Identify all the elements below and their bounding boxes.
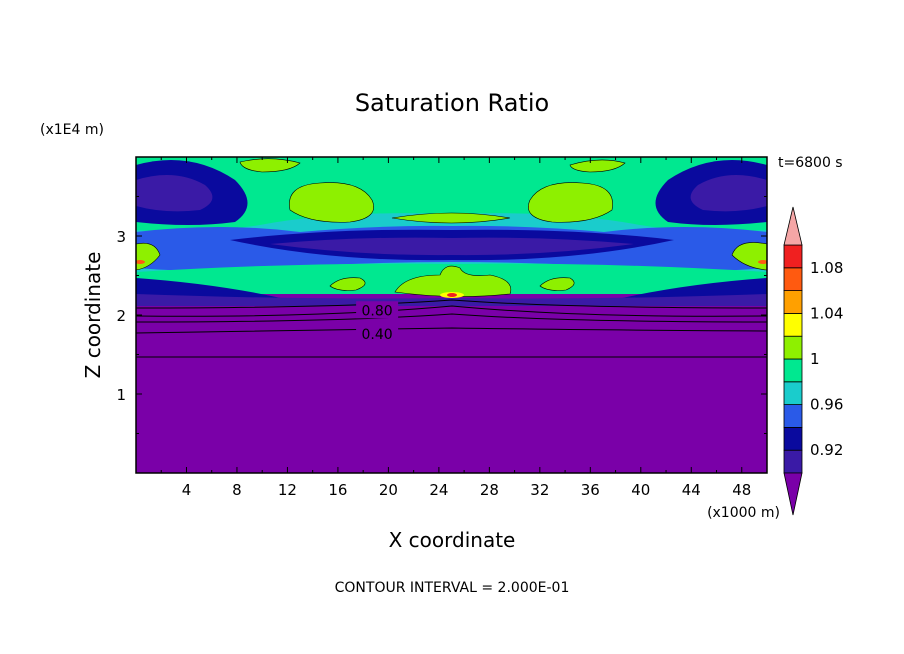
colorbar-segment bbox=[783, 449, 803, 474]
x-tick-label: 32 bbox=[530, 481, 549, 499]
subsaturated-region bbox=[136, 305, 767, 473]
colorbar-under-arrow bbox=[783, 472, 803, 516]
colorbar-segment bbox=[783, 290, 803, 314]
pocket-right-top-core bbox=[690, 175, 767, 212]
colorbar-segment bbox=[783, 404, 803, 428]
contour-field bbox=[136, 157, 767, 473]
blob-lightgreen-low-right bbox=[539, 277, 575, 291]
band-green-top bbox=[136, 157, 767, 232]
x-tick-label: 20 bbox=[379, 481, 398, 499]
speck-red-right bbox=[758, 260, 767, 264]
edge-green-right bbox=[731, 242, 767, 271]
colorbar-label: 0.96 bbox=[810, 396, 843, 414]
contour-interval-footer: CONTOUR INTERVAL = 2.000E-01 bbox=[335, 580, 570, 596]
contour-line-060 bbox=[136, 313, 767, 323]
colorbar-segment bbox=[783, 335, 803, 360]
contour-label: 0.40 bbox=[362, 327, 393, 343]
blob-green-center bbox=[391, 212, 511, 224]
colorbar-segment bbox=[783, 358, 803, 383]
blob-green-topright bbox=[569, 159, 626, 173]
pocket-left-top-core bbox=[136, 175, 213, 212]
x-axis-label: X coordinate bbox=[389, 528, 516, 552]
y-axis-label: Z coordinate bbox=[81, 252, 105, 379]
colorbar-label: 1 bbox=[810, 350, 820, 368]
colorbar-segment bbox=[783, 312, 803, 337]
speck-red-left bbox=[136, 260, 145, 264]
chart-title: Saturation Ratio bbox=[355, 89, 549, 117]
colorbar-label: 0.92 bbox=[810, 441, 843, 459]
contour-label-bg bbox=[356, 301, 399, 319]
band-purple-mid bbox=[270, 237, 634, 256]
x-tick-label: 28 bbox=[480, 481, 499, 499]
x-tick-label: 40 bbox=[631, 481, 650, 499]
colorbar-segment bbox=[783, 381, 803, 405]
contour-label-bg bbox=[356, 324, 399, 342]
y-tick-label: 1 bbox=[116, 386, 126, 404]
contour-line-1 bbox=[136, 299, 767, 309]
colorbar-label: 1.08 bbox=[810, 259, 843, 277]
y-tick-label: 2 bbox=[116, 307, 126, 325]
blob-green-right bbox=[528, 182, 613, 223]
colorbar-over-arrow bbox=[783, 206, 803, 246]
y-tick-label: 3 bbox=[116, 228, 126, 246]
wedge-navy-left bbox=[136, 278, 290, 300]
x-unit-label: (x1000 m) bbox=[707, 505, 780, 521]
colorbar-segment bbox=[783, 267, 803, 291]
contour-line-080 bbox=[136, 305, 767, 317]
wedge-navy-right bbox=[613, 278, 767, 300]
colorbar: 1.08 1.04 1 0.96 0.92 bbox=[783, 206, 843, 516]
x-tick-label: 24 bbox=[429, 481, 448, 499]
x-tick-label: 16 bbox=[328, 481, 347, 499]
x-tick-label: 48 bbox=[732, 481, 751, 499]
colorbar-segment bbox=[783, 426, 803, 451]
x-tick-label: 4 bbox=[182, 481, 192, 499]
contour-line-040 bbox=[136, 327, 767, 334]
contour-label: 0.80 bbox=[362, 303, 393, 319]
colorbar-label: 1.04 bbox=[810, 304, 843, 322]
contour-labels: 0.80 0.40 bbox=[356, 301, 399, 343]
blob-green-left bbox=[289, 182, 374, 223]
blob-lightgreen-low-left bbox=[329, 277, 366, 291]
blob-lightgreen-low-center bbox=[394, 265, 512, 297]
x-tick-label: 36 bbox=[581, 481, 600, 499]
speck-center-red bbox=[447, 293, 457, 297]
time-label: t=6800 s bbox=[778, 155, 843, 171]
x-tick-label: 8 bbox=[232, 481, 242, 499]
blob-green-topleft bbox=[239, 158, 301, 173]
colorbar-segment bbox=[783, 244, 803, 269]
x-tick-label: 44 bbox=[682, 481, 701, 499]
x-tick-label: 12 bbox=[278, 481, 297, 499]
y-unit-label: (x1E4 m) bbox=[40, 122, 104, 138]
